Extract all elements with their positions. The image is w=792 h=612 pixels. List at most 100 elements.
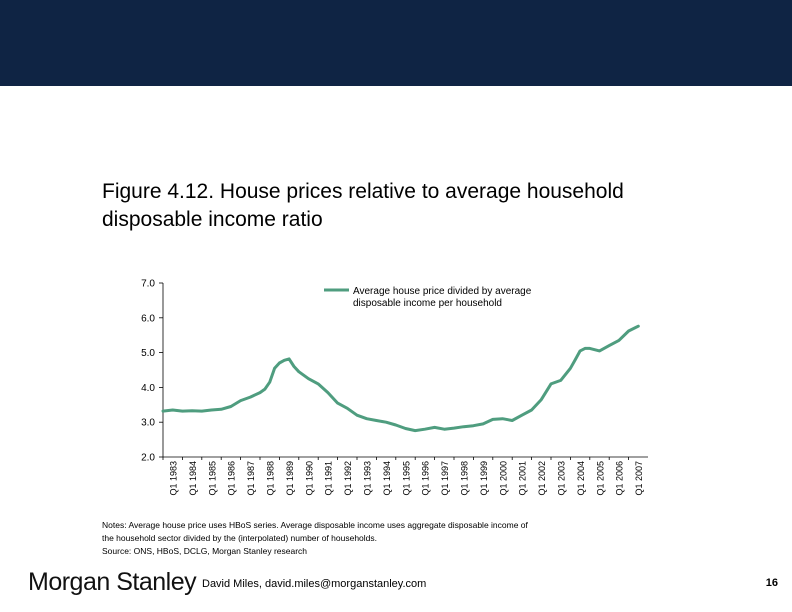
data-point [511,419,514,422]
x-tick-label: Q1 1992 [343,461,353,496]
data-point [452,426,456,430]
figure-title: Figure 4.12. House prices relative to av… [102,178,742,234]
data-point [637,325,640,328]
series-line [161,324,640,433]
notes-line-1: Notes: Average house price uses HBoS ser… [102,520,528,530]
x-tick-label: Q1 1993 [363,461,373,496]
data-point [472,424,475,427]
figure-title-line-1: Figure 4.12. House prices relative to av… [102,180,624,203]
x-tick-label: Q1 2005 [595,461,605,496]
data-point [263,387,267,391]
x-tick-label: Q1 2003 [557,461,567,496]
source-line: Source: ONS, HBoS, DCLG, Morgan Stanley … [102,546,308,556]
data-point [307,377,310,380]
x-tick-label: Q1 1988 [266,461,276,496]
data-point [210,408,213,412]
x-tick-label: Q1 1999 [479,461,489,496]
data-point [268,381,271,384]
y-tick-label: 4.0 [141,383,155,394]
data-point [384,421,388,424]
y-tick-label: 7.0 [141,279,155,290]
x-tick-label: Q1 1994 [382,461,392,496]
data-point [540,398,543,401]
legend: Average house price divided by average di… [324,286,532,309]
x-tick-label: Q1 1998 [460,461,470,496]
data-point [588,347,591,350]
notes-line-2: the household sector divided by the (int… [102,533,378,543]
x-tick-label: Q1 1997 [440,461,450,496]
data-point [181,409,184,413]
data-point [433,426,436,429]
data-point [287,357,291,361]
x-tick-label: Q1 1984 [188,461,198,496]
x-tick-label: Q1 1996 [421,461,431,496]
y-axis: 7.0 6.0 5.0 4.0 3.0 2.0 [141,279,164,464]
data-point [491,418,494,421]
data-point [292,365,296,368]
data-point [569,367,572,370]
data-point [583,347,587,350]
data-point [200,409,203,413]
data-point [404,427,407,430]
data-point [520,414,524,417]
series-layer [161,324,640,433]
x-tick-label: Q1 1986 [227,461,237,496]
morgan-stanley-logo: Morgan Stanley [28,568,197,596]
data-point [190,409,194,412]
x-tick-label: Q1 1985 [207,461,217,496]
x-tick-label: Q1 2002 [537,461,547,496]
data-point [317,382,320,386]
x-tick-label: Q1 1987 [246,461,256,496]
y-tick-label: 5.0 [141,348,155,359]
data-point [598,349,601,353]
data-point [336,401,339,405]
x-tick-label: Q1 1995 [401,461,411,496]
data-point [355,414,359,417]
x-tick-label: Q1 2006 [615,461,625,496]
data-point [283,359,286,362]
page-number: 16 [765,577,778,589]
y-tick-label: 2.0 [141,453,155,464]
data-point [443,428,446,431]
legend-label: Average house price divided by average di… [353,286,532,309]
y-tick-label: 6.0 [141,313,155,324]
data-point [559,379,562,382]
x-tick-label: Q1 2007 [634,461,644,496]
data-point [346,407,349,410]
chart-notes: Notes: Average house price uses HBoS ser… [102,519,722,558]
data-point [617,339,621,342]
x-tick-label: Q1 2001 [518,461,528,496]
footer-author: David Miles, david.miles@morganstanley.c… [202,578,427,590]
figure-title-line-2: disposable income ratio [102,208,323,231]
data-point [258,391,262,394]
data-point [375,419,378,422]
data-point [239,399,242,402]
data-point [394,423,397,427]
data-point [249,395,252,399]
x-tick-label: Q1 1989 [285,461,295,496]
data-point [326,391,330,394]
data-point [608,344,611,347]
data-point [627,329,630,333]
data-point [574,358,577,361]
data-point [161,409,165,413]
data-point [365,417,368,420]
data-point [549,382,553,386]
data-point [578,349,582,353]
x-tick-label: Q1 2004 [576,461,586,496]
data-point [171,408,174,412]
x-tick-label: Q1 2000 [498,461,508,496]
data-point [501,417,504,420]
data-point [229,405,233,408]
data-point [481,422,485,426]
data-point [297,370,300,373]
x-tick-label: Q1 1990 [304,461,314,496]
x-tick-label: Q1 1991 [324,461,334,496]
data-point [278,361,281,365]
data-point [530,408,533,412]
data-point [414,429,417,432]
data-point [273,367,276,370]
x-axis: Q1 1983 Q1 1984 Q1 1985 Q1 1986 Q1 1987 Q1 19… [162,456,648,496]
header-band [0,0,792,86]
